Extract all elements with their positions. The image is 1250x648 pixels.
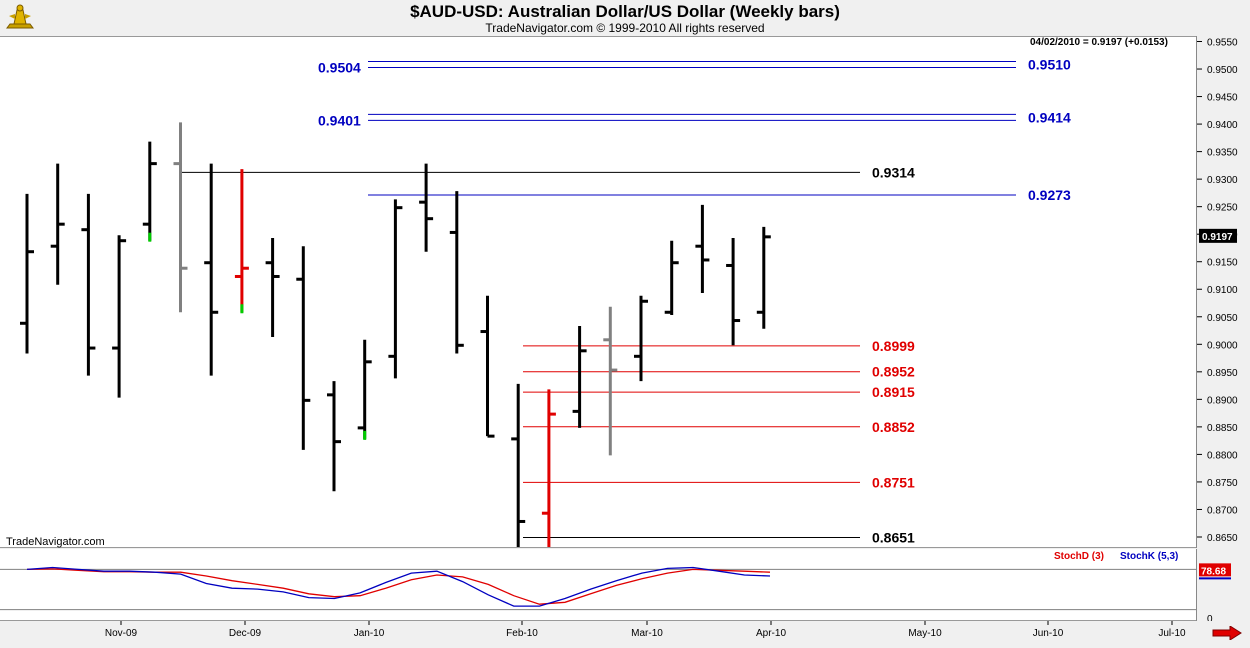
level-label: 0.9273 xyxy=(1028,187,1071,203)
stoch-value-box xyxy=(1199,563,1231,577)
level-label: 0.8999 xyxy=(872,338,915,354)
stochk-legend: StochK (5,3) xyxy=(1120,551,1179,562)
ohlc-bar xyxy=(204,163,219,376)
level-label: 0.8915 xyxy=(872,384,915,400)
ohlc-bar xyxy=(142,141,157,242)
stochastic-chart-svg xyxy=(0,566,1196,611)
ohlc-bar xyxy=(265,237,280,338)
x-tick-label: Mar-10 xyxy=(631,628,663,639)
y-tick-label: 0.9500 xyxy=(1207,65,1238,76)
y-tick-label: 0.9000 xyxy=(1207,340,1238,351)
ohlc-bar xyxy=(234,169,249,314)
y-tick-label: 0.9450 xyxy=(1207,93,1238,104)
ohlc-bar xyxy=(296,246,311,450)
y-tick-label: 0.8750 xyxy=(1207,478,1238,489)
stochastic-axis[interactable]: 78.68 0 xyxy=(1196,549,1250,625)
level-label: 0.9414 xyxy=(1028,109,1071,125)
ohlc-bar xyxy=(50,163,65,285)
chart-header: $AUD-USD: Australian Dollar/US Dollar (W… xyxy=(0,0,1250,36)
x-tick-label: Apr-10 xyxy=(756,628,786,639)
y-tick-label: 0.9100 xyxy=(1207,285,1238,296)
y-tick-label: 0.9350 xyxy=(1207,148,1238,159)
ohlc-bar xyxy=(634,295,648,382)
time-axis-svg: Nov-09 Dec-09 Jan-10 Feb-10 Mar-10 Apr-10 May-… xyxy=(105,621,1186,639)
y-tick-label: 0.9400 xyxy=(1207,120,1238,131)
ohlc-bar xyxy=(603,306,618,456)
y-tick-label: 0.8900 xyxy=(1207,395,1238,406)
trade-navigator-logo-icon xyxy=(6,4,34,29)
y-tick-label: 0.9250 xyxy=(1207,203,1238,214)
current-price-box xyxy=(1199,228,1237,243)
ohlc-bar xyxy=(419,163,434,252)
price-axis[interactable]: 0.9550 0.9500 0.9450 0.9400 0.9350 0.9300 0.92… xyxy=(1196,36,1250,548)
ohlc-bar xyxy=(449,191,464,354)
y-tick-label: 0.8950 xyxy=(1207,368,1238,379)
x-tick-label: May-10 xyxy=(908,628,942,639)
x-tick-label: Nov-09 xyxy=(105,628,138,639)
x-tick-label: Feb-10 xyxy=(506,628,538,639)
price-axis-svg: 0.9550 0.9500 0.9450 0.9400 0.9350 0.9300 0.92… xyxy=(1197,38,1238,544)
level-label: 0.8751 xyxy=(872,474,915,490)
stochd-legend: StochD (3) xyxy=(1054,551,1104,562)
ohlc-bar xyxy=(480,295,495,438)
x-tick-label: Jul-10 xyxy=(1158,628,1186,639)
current-price-label: 0.9197 xyxy=(1202,232,1233,243)
ohlc-bar xyxy=(112,235,127,398)
level-left-label: 0.9504 xyxy=(318,60,361,76)
x-tick-label: Jan-10 xyxy=(354,628,385,639)
ohlc-bar xyxy=(20,193,34,354)
y-tick-label: 0.8650 xyxy=(1207,533,1238,544)
x-tick-label: Jun-10 xyxy=(1033,628,1064,639)
y-tick-label: 0.9550 xyxy=(1207,38,1238,49)
ohlc-bar xyxy=(695,204,710,293)
ohlc-bar xyxy=(81,193,96,376)
last-price-readout: 04/02/2010 = 0.9197 (+0.0153) xyxy=(1030,37,1168,48)
y-tick-label: 0.8700 xyxy=(1207,505,1238,516)
x-tick-label: Dec-09 xyxy=(229,628,262,639)
level-label: 0.9314 xyxy=(872,164,915,180)
level-label: 0.9510 xyxy=(1028,57,1071,73)
watermark-label: TradeNavigator.com xyxy=(6,536,105,548)
price-chart-svg: 0.9510 0.9504 0.9414 0.9401 0.9273 0.9314 0.89… xyxy=(20,57,1071,547)
chart-title: $AUD-USD: Australian Dollar/US Dollar (W… xyxy=(410,2,840,21)
price-panel[interactable]: 0.9510 0.9504 0.9414 0.9401 0.9273 0.9314 0.89… xyxy=(0,36,1196,548)
y-tick-label: 0.8800 xyxy=(1207,450,1238,461)
ohlc-bar xyxy=(327,381,341,492)
y-tick-label: 0.8850 xyxy=(1207,423,1238,434)
level-left-label: 0.9401 xyxy=(318,112,361,128)
stochd-line xyxy=(26,568,771,605)
time-axis[interactable]: Nov-09 Dec-09 Jan-10 Feb-10 Mar-10 Apr-10 May-… xyxy=(0,621,1196,643)
ohlc-bar xyxy=(541,389,556,547)
level-label: 0.8952 xyxy=(872,364,915,380)
stochk-line xyxy=(26,566,771,607)
level-label: 0.8651 xyxy=(872,529,915,545)
level-label: 0.8852 xyxy=(872,419,915,435)
stochastic-panel[interactable] xyxy=(0,549,1196,621)
y-tick-label: 0.9300 xyxy=(1207,175,1238,186)
ohlc-bar xyxy=(357,339,372,440)
stoch-zero-label: 0 xyxy=(1207,614,1213,621)
ohlc-bar xyxy=(726,237,741,346)
chart-subtitle: TradeNavigator.com © 1999-2010 All right… xyxy=(485,21,765,35)
ohlc-bar xyxy=(388,199,403,379)
ohlc-bar xyxy=(572,326,587,428)
ohlc-bar xyxy=(511,383,526,547)
ohlc-bar xyxy=(173,122,188,313)
ohlc-bar xyxy=(664,240,679,316)
y-tick-label: 0.9050 xyxy=(1207,313,1238,324)
stoch-value-label: 78.68 xyxy=(1201,566,1226,577)
stochastic-axis-svg: 78.68 0 xyxy=(1199,563,1231,625)
ohlc-bar xyxy=(756,226,771,329)
y-tick-label: 0.9150 xyxy=(1207,258,1238,269)
scroll-right-arrow-icon[interactable] xyxy=(1212,626,1242,640)
